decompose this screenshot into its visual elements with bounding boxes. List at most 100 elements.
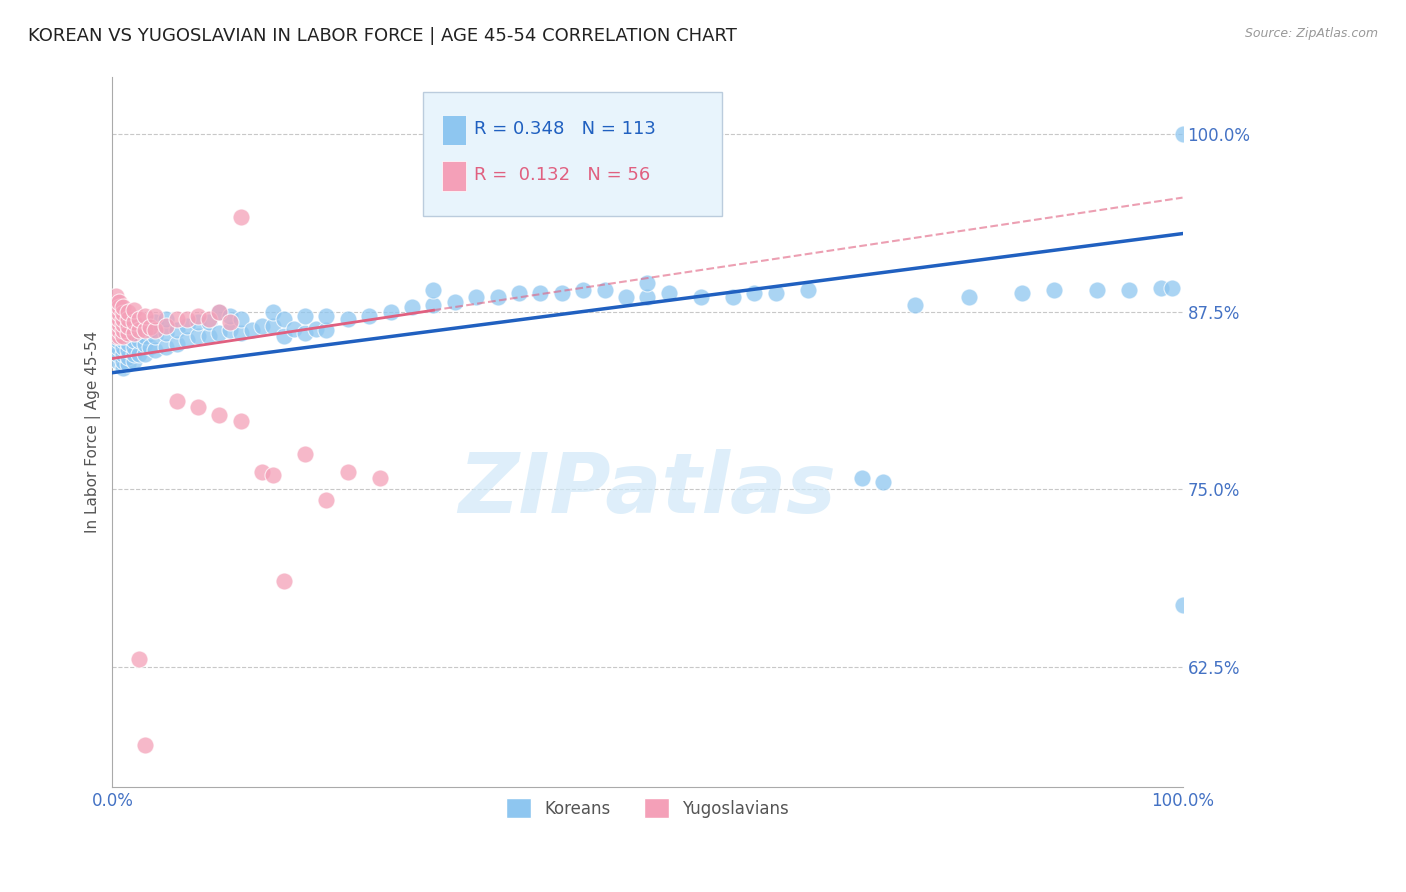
Point [422,297,444,311]
Point [155,340,177,354]
Point [219,309,242,323]
Point [1150,280,1173,294]
Point [134,328,156,343]
Point [336,465,359,479]
Point [128,347,150,361]
Point [112,306,135,320]
Point [107,340,129,354]
Point [108,306,131,320]
Point [134,320,156,334]
Point [1171,127,1194,141]
Point [107,333,129,347]
Point [294,326,316,340]
Point [139,323,162,337]
Point [219,315,242,329]
Point [294,309,316,323]
Point [108,311,131,326]
Point [108,301,131,315]
Point [368,471,391,485]
Legend: Koreans, Yugoslavians: Koreans, Yugoslavians [499,791,796,825]
Text: Source: ZipAtlas.com: Source: ZipAtlas.com [1244,27,1378,40]
Point [104,289,127,303]
Point [104,294,127,309]
Point [690,290,713,304]
Point [637,290,659,304]
Point [122,318,145,333]
Point [122,340,145,354]
Text: R =  0.132   N = 56: R = 0.132 N = 56 [474,167,651,185]
Point [637,277,659,291]
Point [107,347,129,361]
Point [744,286,766,301]
Point [187,400,209,414]
Point [117,328,139,343]
Point [1011,286,1033,301]
Point [176,311,198,326]
Point [128,323,150,337]
Point [187,315,209,329]
Point [104,311,127,326]
Point [117,304,139,318]
Point [336,311,359,326]
Point [112,311,135,326]
Point [112,311,135,326]
Point [765,286,787,301]
Point [229,326,252,340]
Point [486,290,509,304]
Point [112,323,135,337]
Point [122,315,145,329]
Point [112,326,135,340]
Point [117,318,139,333]
Point [187,309,209,323]
Point [658,286,681,301]
Point [305,321,328,335]
Y-axis label: In Labor Force | Age 45-54: In Labor Force | Age 45-54 [86,331,101,533]
Point [957,290,980,304]
Point [108,328,131,343]
Point [134,347,156,361]
Point [139,340,162,354]
Point [143,328,166,343]
Point [380,304,402,318]
Point [112,347,135,361]
Point [107,354,129,368]
Point [797,284,820,298]
Point [252,465,274,479]
Point [176,333,198,347]
Point [273,328,295,343]
Point [128,318,150,333]
Point [108,318,131,332]
Point [112,354,135,368]
Point [529,286,551,301]
Point [593,284,616,298]
Point [122,326,145,340]
Point [1160,280,1182,294]
Point [721,290,744,304]
Point [134,309,156,323]
Point [176,318,198,333]
Point [117,357,139,371]
Point [614,290,637,304]
Text: KOREAN VS YUGOSLAVIAN IN LABOR FORCE | AGE 45-54 CORRELATION CHART: KOREAN VS YUGOSLAVIAN IN LABOR FORCE | A… [28,27,737,45]
Point [208,409,231,423]
Point [128,333,150,347]
Point [551,286,574,301]
Point [117,321,139,335]
Point [128,311,150,326]
Bar [441,161,465,191]
Point [283,321,305,335]
Point [112,328,135,343]
Point [134,738,156,752]
Point [219,323,242,337]
Point [315,493,337,508]
Point [117,350,139,364]
Point [155,326,177,340]
Point [508,286,530,301]
Bar [441,115,465,145]
Point [112,333,135,347]
Point [143,315,166,329]
Point [208,304,231,318]
Point [444,294,467,309]
Point [155,311,177,326]
Point [143,323,166,337]
